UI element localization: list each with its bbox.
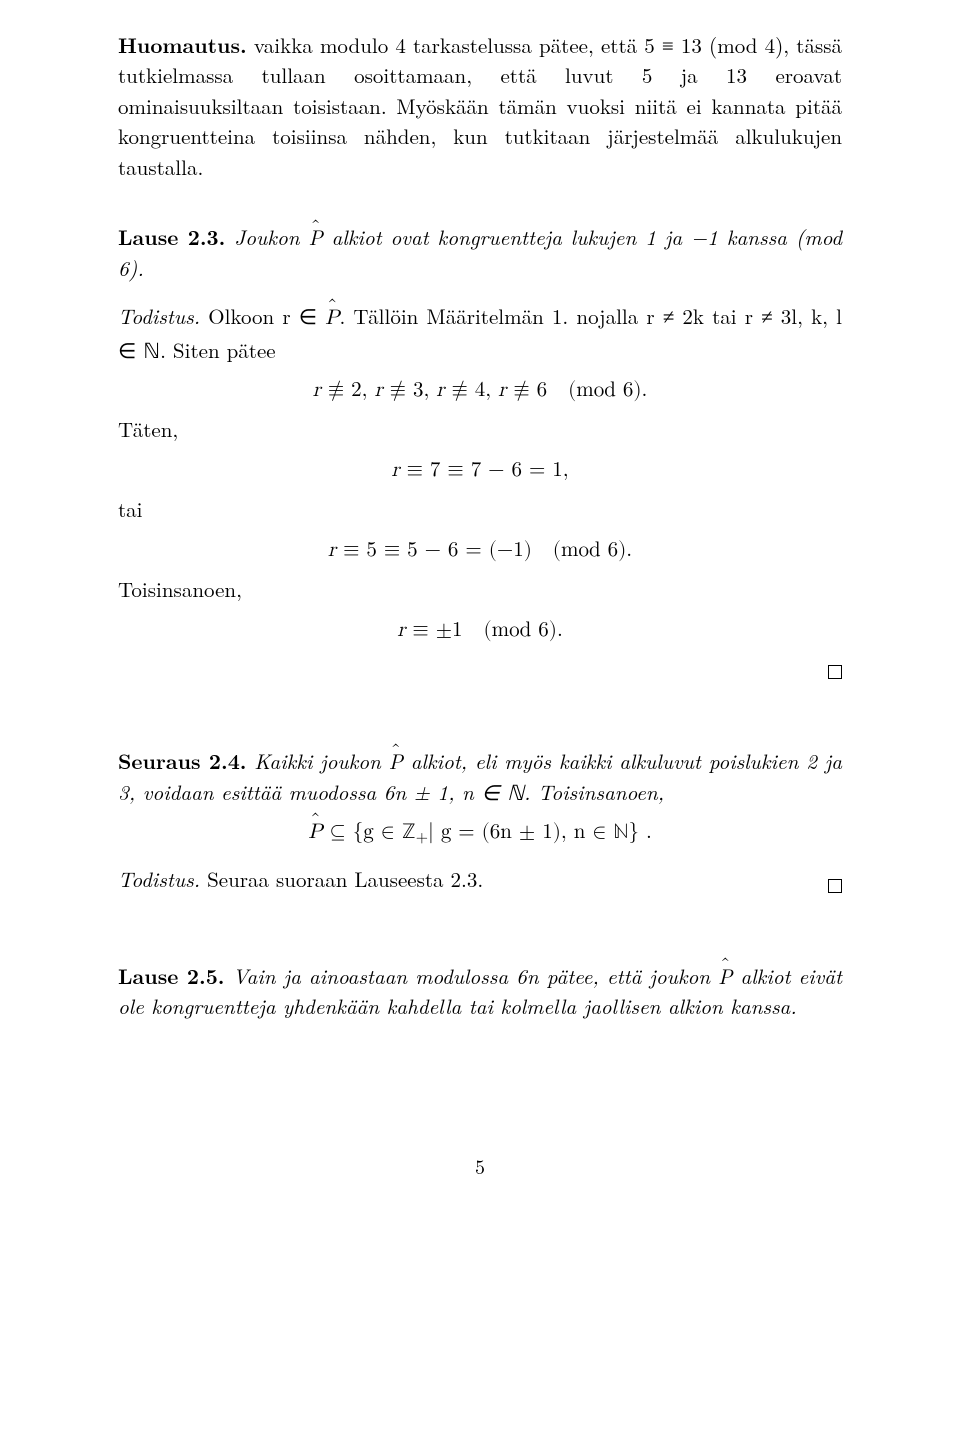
toisinsanoen-label: Toisinsanoen, [118,574,842,604]
taten-label: Täten, [118,414,842,444]
corollary-2-4-text-a: Kaikki joukon [246,746,388,776]
theorem-2-5: Lause 2.5. Vain ja ainoastaan modulossa … [118,961,842,1022]
proof-2-4: Todistus. Seuraa suoraan Lauseesta 2.3. [118,864,842,900]
proof-2-3-text-a: Olkoon r ∈ P. Tällöin Määritelmän 1. noj… [118,301,842,364]
theorem-2-3-statement: Lause 2.3. Joukon P alkiot ovat kongruen… [118,222,842,283]
equation-1-text: r ≢ 2, r ≢ 3, r ≢ 4, r ≢ 6 (mod 6). [313,380,648,401]
equation-4-text: r ≡ ±1 (mod 6). [397,620,563,641]
qed-box-icon [828,665,842,679]
corollary-2-4-label: Seuraus 2.4. [118,746,246,776]
theorem-2-5-text-a: Vain ja ainoastaan modulossa 6n pätee, e… [224,961,718,991]
p-hat-symbol: P [325,304,339,334]
corollary-2-4-eq-text: P ⊆ {g ∈ ℤ+| g = (6n ± 1), n ∈ ℕ} . [308,822,652,843]
theorem-2-3-label: Lause 2.3. [118,222,225,252]
theorem-2-3: Lause 2.3. Joukon P alkiot ovat kongruen… [118,222,842,283]
equation-2-text: r ≡ 7 ≡ 7 − 6 = 1, [391,460,568,481]
qed-box-icon [828,879,842,893]
qed-2-3 [118,656,842,686]
corollary-2-4-statement: Seuraus 2.4. Kaikki joukon P alkiot, eli… [118,746,842,807]
equation-4: r ≡ ±1 (mod 6). [118,613,842,646]
p-hat-symbol: P [308,222,322,252]
remark-label: Huomautus. [118,30,247,60]
proof-2-4-text: Todistus. Seuraa suoraan Lauseesta 2.3. [118,864,842,894]
equation-3: r ≡ 5 ≡ 5 − 6 = (−1) (mod 6). [118,533,842,566]
proof-2-3: Todistus. Olkoon r ∈ P. Tällöin Määritel… [118,301,842,686]
page-number: 5 [118,1151,842,1180]
equation-1: r ≢ 2, r ≢ 3, r ≢ 4, r ≢ 6 (mod 6). [118,373,842,406]
tai-label: tai [118,494,842,524]
proof-2-4-body: Seuraa suoraan Lauseesta 2.3. [200,864,483,894]
proof-label: Todistus. [118,864,200,894]
corollary-2-4-equation: P ⊆ {g ∈ ℤ+| g = (6n ± 1), n ∈ ℕ} . [118,815,842,850]
proof-2-3-opening: Todistus. Olkoon r ∈ P. Tällöin Määritel… [118,301,842,365]
equation-3-text: r ≡ 5 ≡ 5 − 6 = (−1) (mod 6). [328,540,632,561]
corollary-2-4: Seuraus 2.4. Kaikki joukon P alkiot, eli… [118,746,842,850]
p-hat-symbol: P [389,746,403,776]
qed-2-4 [828,870,842,900]
p-hat-symbol: P [718,961,732,991]
equation-2: r ≡ 7 ≡ 7 − 6 = 1, [118,453,842,486]
proof-label: Todistus. [118,301,200,331]
remark: Huomautus. vaikka modulo 4 tarkastelussa… [118,30,842,182]
theorem-2-5-statement: Lause 2.5. Vain ja ainoastaan modulossa … [118,961,842,1022]
remark-paragraph: Huomautus. vaikka modulo 4 tarkastelussa… [118,30,842,182]
p-hat-symbol: P [308,818,322,848]
theorem-2-5-label: Lause 2.5. [118,961,224,991]
theorem-2-3-text-a: Joukon [225,222,308,252]
